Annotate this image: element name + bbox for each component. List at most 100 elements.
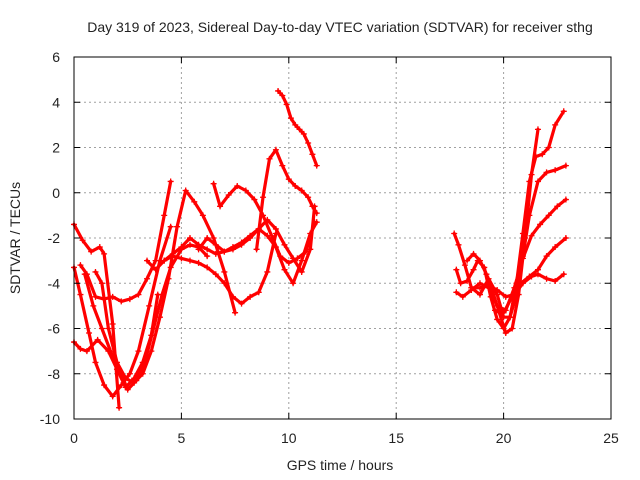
y-tick-label: -10 <box>40 411 60 427</box>
data-point <box>266 155 273 162</box>
data-point <box>277 253 284 260</box>
series-line <box>72 225 173 398</box>
data-point <box>309 151 316 158</box>
data-point <box>210 180 217 187</box>
data-point <box>247 235 254 241</box>
data-point <box>105 325 112 332</box>
data-point <box>195 246 202 253</box>
data-point <box>526 273 533 280</box>
data-point <box>109 293 116 300</box>
data-point <box>272 225 279 232</box>
data-point <box>144 275 151 282</box>
data-point <box>186 257 193 264</box>
data-point <box>534 126 541 133</box>
data-point <box>212 241 219 248</box>
data-point <box>298 187 305 194</box>
data-point <box>94 336 101 343</box>
data-point <box>500 309 507 316</box>
data-point <box>455 241 462 248</box>
data-point <box>461 262 468 269</box>
data-point <box>229 293 236 300</box>
data-point <box>545 144 552 151</box>
data-point <box>152 266 159 273</box>
x-tick-label: 5 <box>178 430 186 446</box>
data-point <box>492 307 499 314</box>
data-point <box>285 176 292 183</box>
data-point <box>305 139 312 146</box>
data-point <box>232 309 239 316</box>
data-point <box>126 296 133 303</box>
series-line <box>93 188 237 385</box>
data-point <box>537 221 544 228</box>
x-tick-label: 25 <box>603 430 619 446</box>
series-layer <box>71 87 569 411</box>
data-point <box>260 194 267 201</box>
x-tick-label: 15 <box>388 430 404 446</box>
data-point <box>253 246 260 253</box>
series-track-4 <box>77 178 174 305</box>
data-point <box>453 289 460 296</box>
data-point <box>221 268 228 275</box>
data-point <box>502 293 509 300</box>
data-point <box>77 345 84 352</box>
data-point <box>562 196 569 203</box>
series-track-12 <box>275 87 320 169</box>
series-track-6 <box>92 187 239 386</box>
data-point <box>77 262 84 269</box>
y-tick-label: 4 <box>52 94 60 110</box>
data-point <box>210 235 217 241</box>
data-point <box>221 280 228 287</box>
data-point <box>126 370 133 377</box>
data-point <box>148 348 155 355</box>
data-point <box>139 370 146 377</box>
data-point <box>255 289 262 296</box>
data-point <box>116 404 123 411</box>
data-point <box>476 284 483 291</box>
data-point <box>167 223 174 230</box>
data-point <box>83 348 90 355</box>
series-track-10 <box>210 180 318 266</box>
data-point <box>96 244 103 251</box>
data-point <box>528 232 535 239</box>
data-point <box>182 187 189 194</box>
data-point <box>165 275 172 282</box>
data-point <box>268 232 275 239</box>
data-point <box>238 241 245 248</box>
data-point <box>131 379 138 386</box>
data-point <box>494 316 501 323</box>
y-tick-label: -6 <box>48 321 61 337</box>
data-point <box>287 115 294 122</box>
chart-title: Day 319 of 2023, Sidereal Day-to-day VTE… <box>87 19 593 35</box>
series-track-18 <box>492 235 569 316</box>
data-point <box>152 257 159 264</box>
data-point <box>101 382 108 389</box>
y-tick-label: 6 <box>52 49 60 65</box>
tick-layer: 0 5 10 15 20 25 -10 -8 -6 -4 -2 0 2 4 6 <box>40 49 619 446</box>
data-point <box>290 280 297 287</box>
data-point <box>285 259 292 266</box>
data-point <box>313 162 320 169</box>
y-tick-label: 2 <box>52 140 60 156</box>
data-point <box>212 271 219 278</box>
data-point <box>144 257 151 264</box>
data-point <box>509 293 516 300</box>
data-point <box>92 293 99 300</box>
data-point <box>470 266 477 273</box>
data-point <box>186 241 193 248</box>
data-point <box>81 271 88 278</box>
data-point <box>292 182 299 189</box>
data-point <box>191 198 198 205</box>
data-point <box>543 253 550 260</box>
y-tick-label: -4 <box>48 275 61 291</box>
data-point <box>135 291 142 298</box>
data-point <box>485 282 492 289</box>
data-point <box>543 169 550 176</box>
data-point <box>161 257 168 264</box>
data-point <box>251 196 258 203</box>
data-point <box>229 246 236 253</box>
data-point <box>225 192 232 199</box>
data-point <box>195 259 202 266</box>
data-point <box>146 302 153 309</box>
data-point <box>451 230 458 237</box>
